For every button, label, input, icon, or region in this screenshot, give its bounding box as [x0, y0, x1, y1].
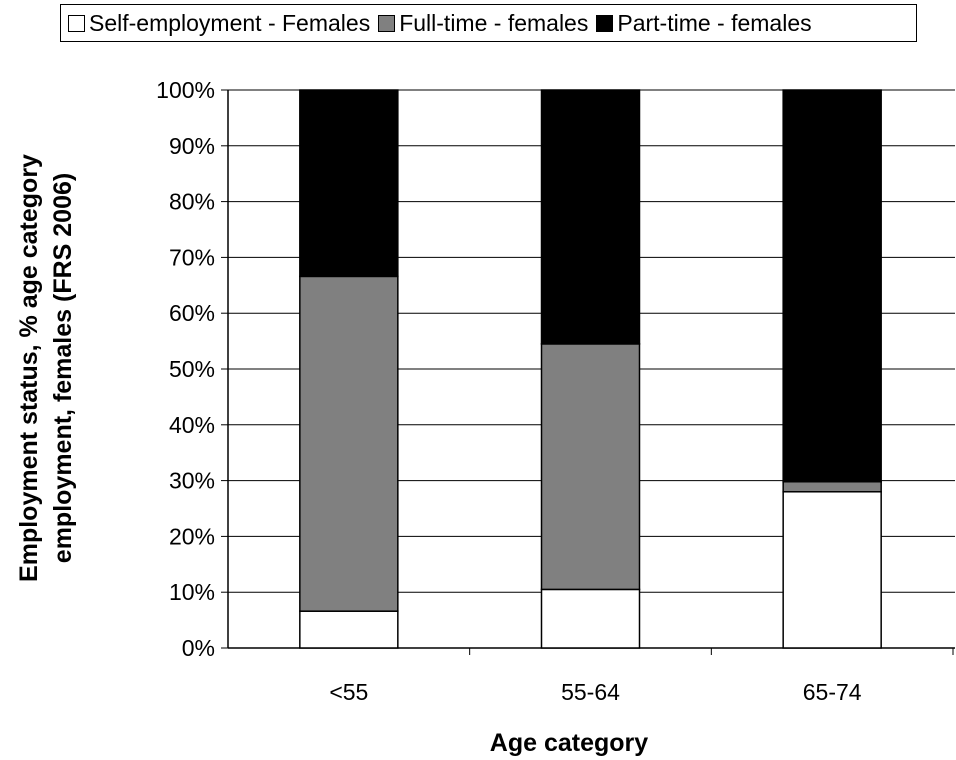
y-tick-label: 100%: [156, 77, 215, 103]
y-tick-label: 90%: [169, 133, 215, 159]
y-tick-label: 70%: [169, 244, 215, 270]
y-tick-label: 50%: [169, 356, 215, 382]
y-axis-title-line: employment, females (FRS 2006): [49, 173, 77, 563]
x-tick-label: 65-74: [803, 679, 862, 705]
legend-label-full-time: Full-time - females: [399, 9, 589, 36]
y-axis-title-line: Employment status, % age category: [15, 154, 43, 582]
bar-segment: [540, 89, 641, 345]
bar-segment: [540, 343, 641, 591]
x-axis-title: Age category: [490, 729, 648, 757]
x-tick-label: <55: [329, 679, 368, 705]
y-tick-label: 30%: [169, 468, 215, 494]
legend-swatch-self-employment: [68, 14, 85, 32]
bar-segment: [299, 275, 399, 612]
bar-segment: [299, 610, 399, 649]
legend-swatch-part-time: [596, 14, 614, 32]
legend-item-self-employment: Self-employment - Females: [68, 10, 370, 37]
bar-segment: [782, 89, 882, 483]
y-tick-label: 10%: [169, 579, 215, 605]
bar-segment: [782, 480, 882, 493]
legend-label-self-employment: Self-employment - Females: [89, 9, 371, 36]
bar-segment: [540, 588, 641, 649]
chart-legend: Self-employment - Females Full-time - fe…: [60, 4, 917, 42]
bar-segment: [782, 491, 882, 649]
y-tick-label: 60%: [169, 300, 215, 326]
legend-item-full-time: Full-time - females: [378, 10, 588, 37]
y-tick-label: 80%: [169, 189, 215, 215]
legend-item-part-time: Part-time - females: [596, 9, 812, 37]
legend-swatch-full-time: [378, 14, 396, 32]
y-tick-label: 0%: [182, 635, 215, 661]
y-tick-label: 20%: [169, 523, 215, 549]
y-tick-label: 40%: [169, 412, 215, 438]
x-tick-label: 55-64: [561, 679, 620, 705]
legend-label-part-time: Part-time - females: [617, 9, 812, 36]
bar-segment: [299, 89, 399, 278]
